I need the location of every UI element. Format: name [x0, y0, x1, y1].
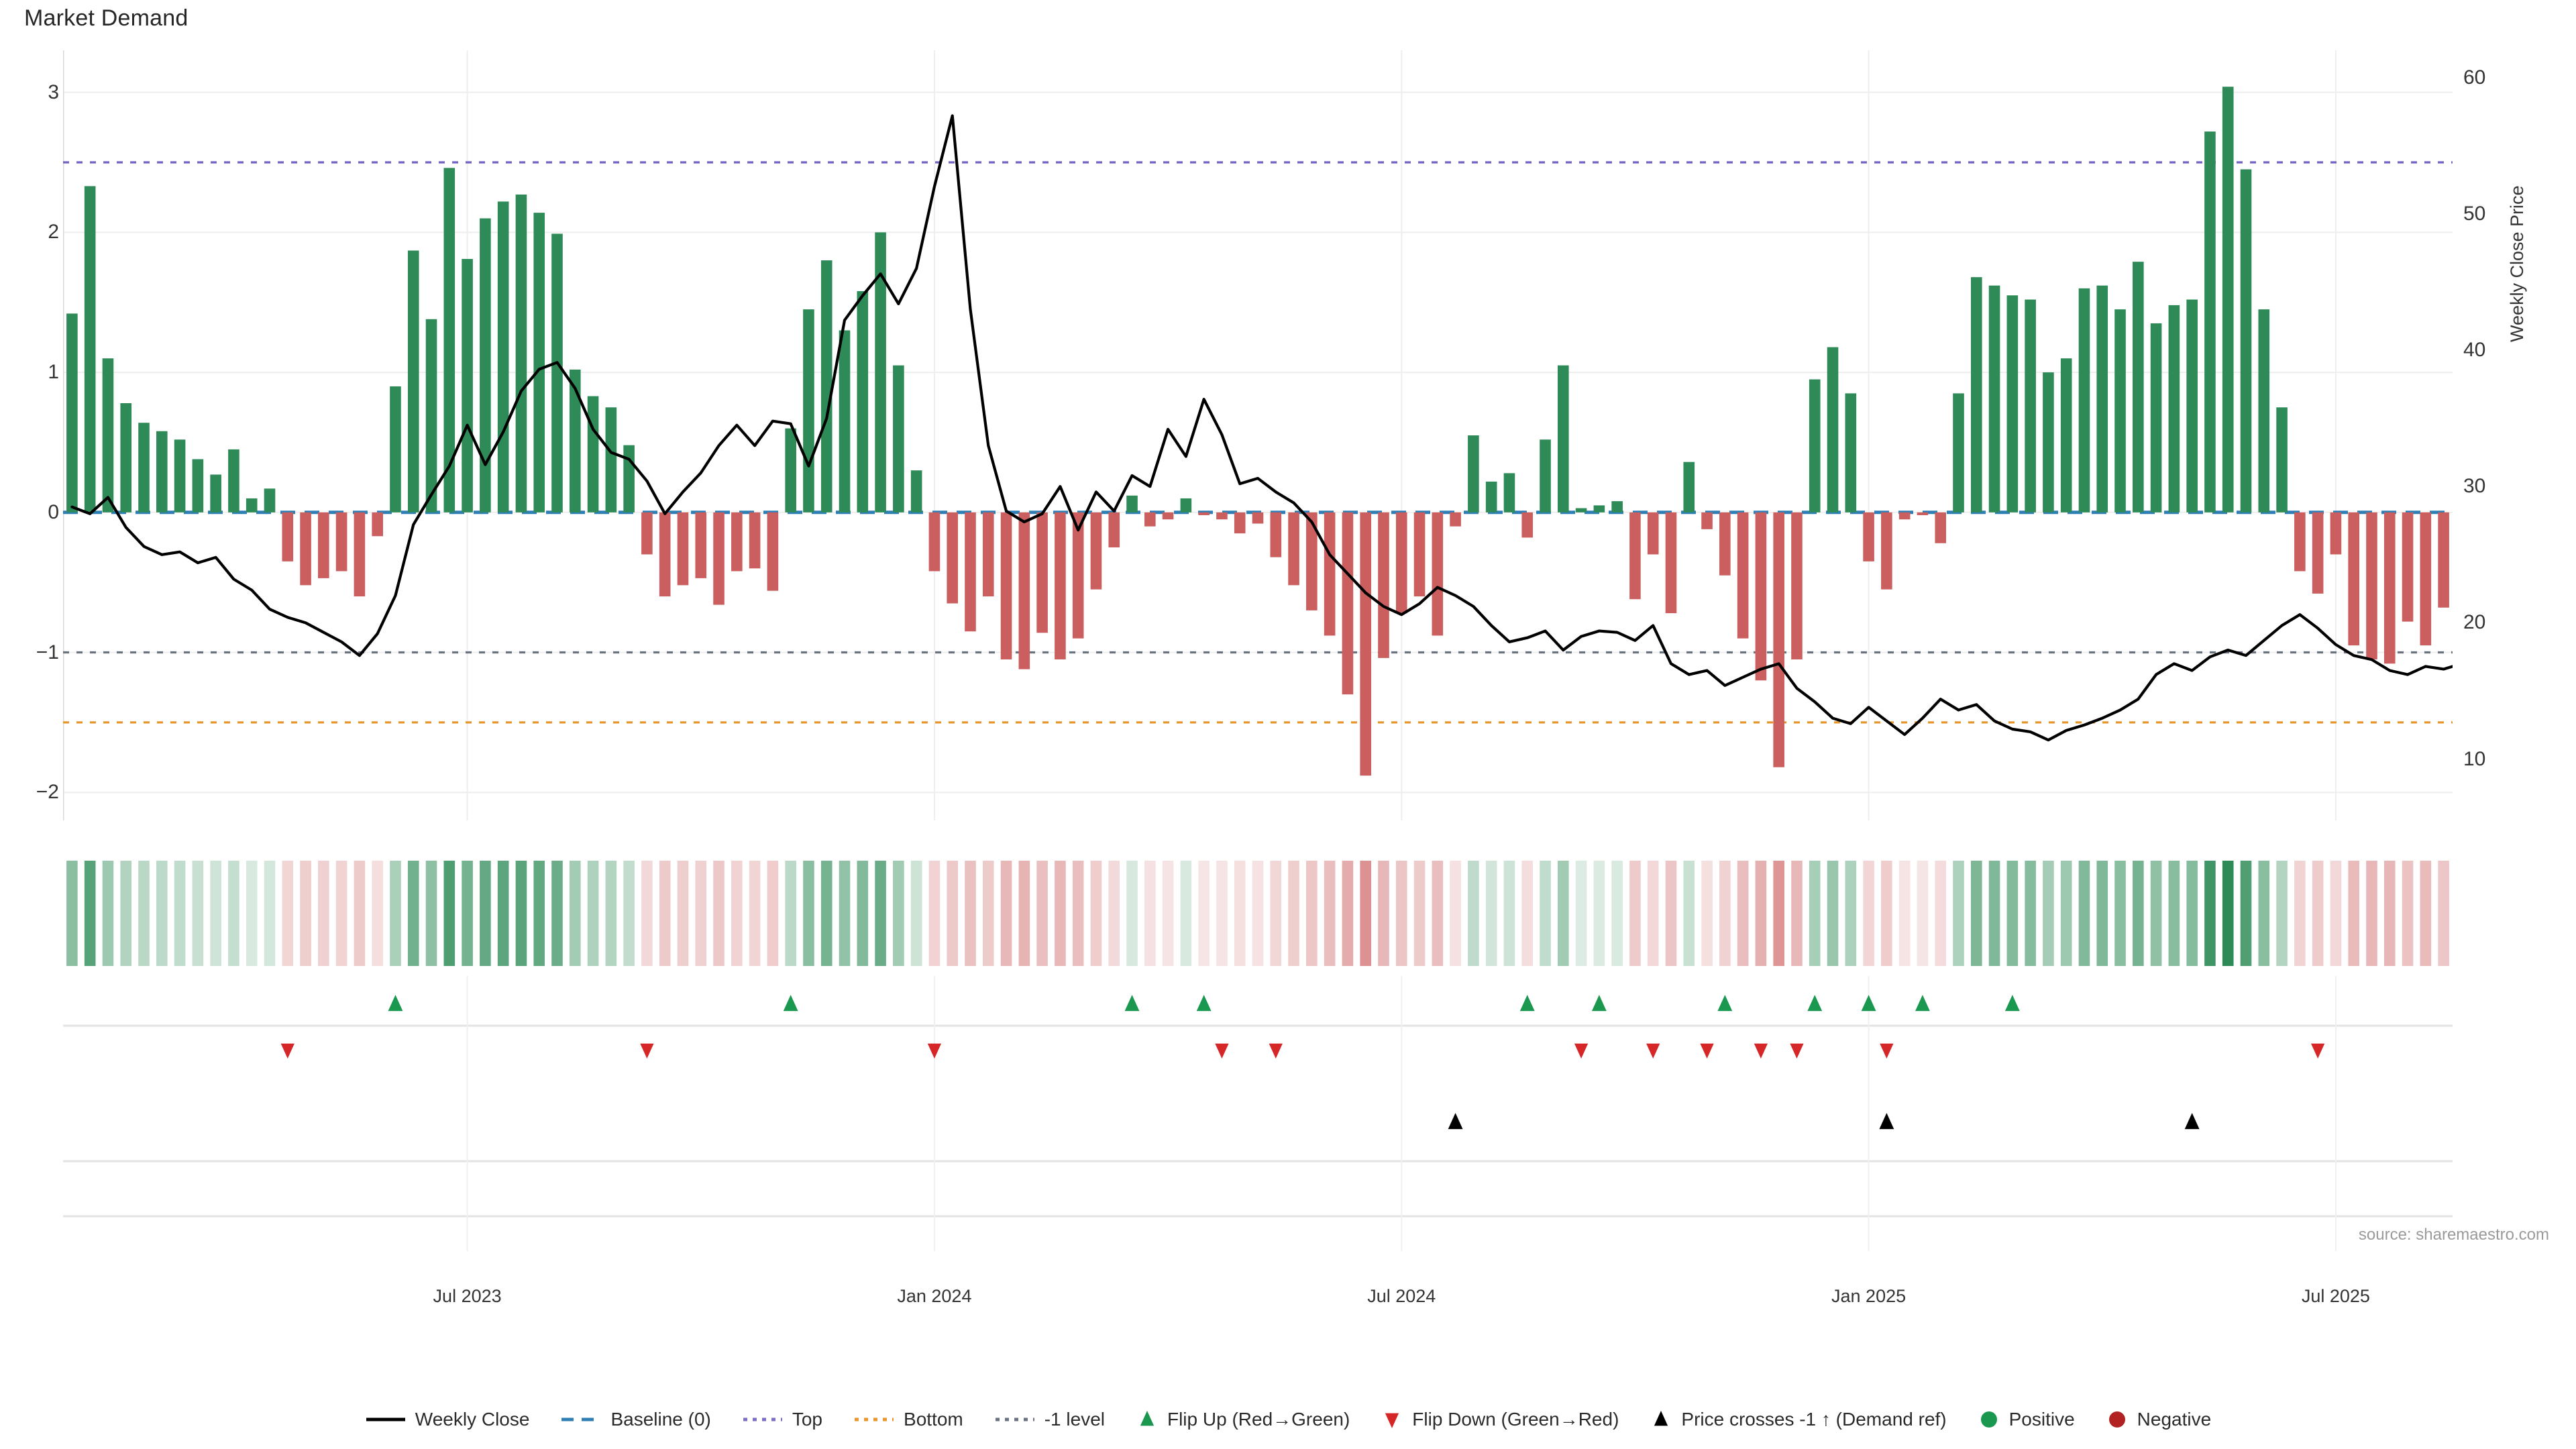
y-axis-left-tick: 2 — [48, 221, 59, 244]
legend-item-label: Negative — [2137, 1409, 2212, 1430]
y-axis-left-tick: 1 — [48, 361, 59, 384]
chart-legend: Weekly Close Baseline (0) Top Bottom -1 leve… — [0, 1409, 2576, 1430]
legend-item[interactable]: Positive — [1978, 1409, 2075, 1430]
legend-item[interactable]: Flip Up (Red→Green) — [1136, 1409, 1350, 1430]
legend-item[interactable]: Bottom — [853, 1409, 963, 1430]
x-axis-tick: Jan 2024 — [897, 1286, 972, 1306]
legend-item[interactable]: Negative — [2106, 1409, 2212, 1430]
source-note: source: sharemaestro.com — [2358, 1226, 2549, 1244]
legend-item-label: Positive — [2008, 1409, 2075, 1430]
y-axis-left-tick: 0 — [48, 500, 59, 523]
x-axis-tick: Jan 2025 — [1831, 1286, 1907, 1306]
x-axis-tick: Jul 2023 — [433, 1286, 502, 1306]
x-axis-tick: Jul 2024 — [1367, 1286, 1436, 1306]
legend-item[interactable]: -1 level — [994, 1409, 1105, 1430]
reference-line-icon — [995, 1417, 1034, 1421]
weekly-close-line-icon — [366, 1417, 405, 1421]
y-axis-right-tick: 10 — [2463, 747, 2486, 770]
signal-marker-panel — [63, 976, 2453, 1251]
y-axis-left-tick: −1 — [36, 641, 59, 663]
y-axis-right-tick: 30 — [2463, 475, 2486, 498]
y-axis-left-tick: −2 — [36, 781, 59, 804]
x-axis-tick: Jul 2025 — [2301, 1286, 2370, 1306]
reference-line-icon — [855, 1417, 894, 1421]
legend-item[interactable]: Baseline (0) — [560, 1409, 711, 1430]
legend-item-label: Price crosses -1 ↑ (Demand ref) — [1681, 1409, 1947, 1430]
y-axis-right-tick: 40 — [2463, 339, 2486, 361]
reference-lines — [63, 161, 2453, 724]
heat-strip-canvas — [66, 861, 2449, 966]
y-axis-left-tick: 3 — [48, 80, 59, 103]
signal-marker-canvas — [63, 976, 2453, 1251]
demand-heat-strip — [63, 861, 2453, 966]
y-axis-right-label: Weekly Close Price — [2507, 185, 2527, 342]
legend-item-label: -1 level — [1044, 1409, 1105, 1430]
market-demand-chart — [63, 50, 2453, 820]
legend-item[interactable]: Flip Down (Green→Red) — [1381, 1409, 1619, 1430]
price-cross-triangle-icon — [1654, 1411, 1668, 1426]
y-axis-right-tick: 20 — [2463, 611, 2486, 634]
y-axis-right-tick: 50 — [2463, 202, 2486, 225]
positive-dot-icon — [1980, 1411, 1997, 1428]
legend-item[interactable]: Top — [742, 1409, 822, 1430]
legend-item-label: Bottom — [904, 1409, 963, 1430]
page-title: Market Demand — [24, 5, 189, 31]
legend-item-label: Flip Up (Red→Green) — [1167, 1409, 1350, 1430]
legend-item-label: Weekly Close — [415, 1409, 530, 1430]
legend-item[interactable]: Price crosses -1 ↑ (Demand ref) — [1650, 1409, 1947, 1430]
reference-line-icon — [743, 1417, 782, 1421]
baseline-line-icon — [561, 1417, 601, 1421]
flip-up-triangle-icon — [1140, 1411, 1155, 1426]
legend-item[interactable]: Weekly Close — [365, 1409, 530, 1430]
plot-canvas — [63, 50, 2453, 820]
negative-dot-icon — [2108, 1411, 2125, 1428]
flip-down-triangle-icon — [1385, 1413, 1399, 1428]
demand-bars — [66, 87, 2449, 776]
y-axis-right-tick: 60 — [2463, 66, 2486, 89]
legend-item-label: Top — [792, 1409, 823, 1430]
legend-item-label: Baseline (0) — [610, 1409, 711, 1430]
gridlines — [63, 50, 2453, 820]
legend-item-label: Flip Down (Green→Red) — [1412, 1409, 1619, 1430]
weekly-close-line — [70, 114, 2453, 742]
